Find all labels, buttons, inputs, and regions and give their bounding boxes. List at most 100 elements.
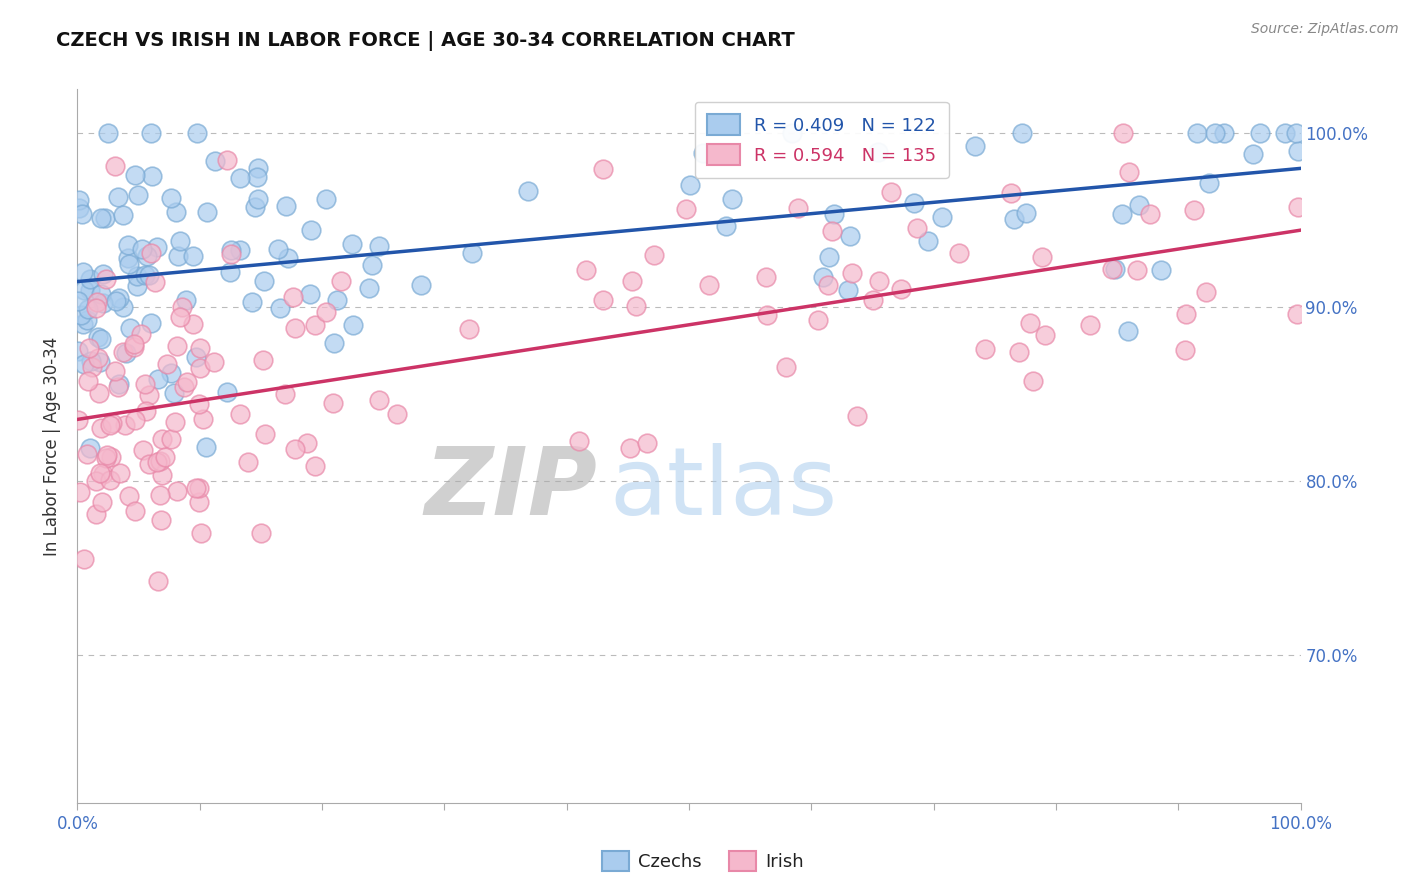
Legend: R = 0.409   N = 122, R = 0.594   N = 135: R = 0.409 N = 122, R = 0.594 N = 135 bbox=[695, 102, 949, 178]
Point bbox=[755, 269, 778, 284]
Point bbox=[240, 294, 263, 309]
Point bbox=[823, 207, 845, 221]
Point bbox=[165, 205, 187, 219]
Point bbox=[592, 293, 614, 307]
Point bbox=[91, 295, 114, 310]
Point bbox=[169, 234, 191, 248]
Point bbox=[163, 385, 186, 400]
Point bbox=[67, 194, 90, 208]
Point bbox=[176, 293, 198, 307]
Point bbox=[1033, 327, 1056, 342]
Point bbox=[820, 224, 842, 238]
Point bbox=[188, 341, 211, 355]
Point bbox=[82, 360, 104, 375]
Point bbox=[86, 301, 108, 316]
Point bbox=[114, 417, 136, 432]
Point bbox=[868, 274, 890, 288]
Point bbox=[917, 234, 939, 248]
Point bbox=[108, 377, 131, 392]
Point bbox=[837, 283, 859, 297]
Point bbox=[284, 321, 307, 335]
Point bbox=[104, 159, 127, 173]
Point bbox=[697, 277, 720, 292]
Point bbox=[166, 339, 188, 353]
Point bbox=[98, 418, 121, 433]
Point bbox=[80, 353, 103, 368]
Point bbox=[112, 301, 135, 315]
Point bbox=[96, 448, 118, 462]
Point bbox=[1185, 126, 1208, 140]
Point bbox=[90, 211, 112, 226]
Point bbox=[247, 192, 270, 206]
Point bbox=[1241, 146, 1264, 161]
Point bbox=[79, 271, 101, 285]
Point bbox=[250, 526, 273, 541]
Point bbox=[98, 473, 121, 487]
Point bbox=[281, 290, 304, 304]
Point bbox=[124, 169, 146, 183]
Point bbox=[254, 427, 277, 442]
Point bbox=[79, 441, 101, 455]
Point bbox=[90, 421, 112, 435]
Point bbox=[89, 354, 111, 368]
Point bbox=[104, 294, 127, 309]
Point bbox=[127, 188, 149, 202]
Point bbox=[1139, 206, 1161, 220]
Point bbox=[592, 162, 614, 177]
Point bbox=[139, 316, 162, 330]
Point bbox=[845, 409, 868, 423]
Point bbox=[1175, 307, 1198, 321]
Point bbox=[197, 205, 219, 219]
Text: ZIP: ZIP bbox=[425, 442, 598, 535]
Point bbox=[890, 282, 912, 296]
Point bbox=[150, 467, 173, 482]
Point bbox=[1018, 316, 1040, 330]
Point bbox=[1150, 263, 1173, 277]
Point bbox=[173, 380, 195, 394]
Point bbox=[202, 355, 225, 369]
Point bbox=[187, 397, 209, 411]
Point bbox=[191, 411, 214, 425]
Point bbox=[965, 139, 987, 153]
Point bbox=[194, 440, 217, 454]
Point bbox=[1011, 126, 1033, 140]
Point bbox=[1198, 177, 1220, 191]
Point bbox=[181, 249, 204, 263]
Point bbox=[299, 223, 322, 237]
Point bbox=[146, 371, 169, 385]
Point bbox=[67, 201, 90, 215]
Point bbox=[79, 283, 101, 297]
Point bbox=[73, 357, 96, 371]
Point bbox=[323, 335, 346, 350]
Point bbox=[322, 396, 344, 410]
Point bbox=[780, 126, 803, 140]
Point bbox=[368, 239, 391, 253]
Point bbox=[716, 219, 738, 234]
Point bbox=[721, 192, 744, 206]
Point bbox=[76, 302, 98, 317]
Point bbox=[1000, 186, 1022, 200]
Point bbox=[1285, 307, 1308, 321]
Point bbox=[361, 258, 384, 272]
Point bbox=[679, 178, 702, 192]
Point bbox=[76, 313, 98, 327]
Point bbox=[166, 249, 188, 263]
Point bbox=[166, 484, 188, 499]
Point bbox=[841, 266, 863, 280]
Point bbox=[149, 488, 172, 502]
Point bbox=[326, 293, 349, 307]
Point bbox=[138, 458, 160, 472]
Point bbox=[150, 432, 173, 446]
Point bbox=[135, 249, 157, 263]
Point bbox=[1078, 318, 1101, 332]
Point bbox=[974, 342, 997, 356]
Point bbox=[93, 211, 115, 225]
Point bbox=[218, 265, 240, 279]
Point bbox=[1118, 165, 1140, 179]
Point bbox=[1101, 261, 1123, 276]
Point bbox=[269, 301, 291, 316]
Point bbox=[160, 366, 183, 380]
Point bbox=[817, 278, 839, 293]
Point bbox=[117, 257, 139, 271]
Point bbox=[72, 265, 94, 279]
